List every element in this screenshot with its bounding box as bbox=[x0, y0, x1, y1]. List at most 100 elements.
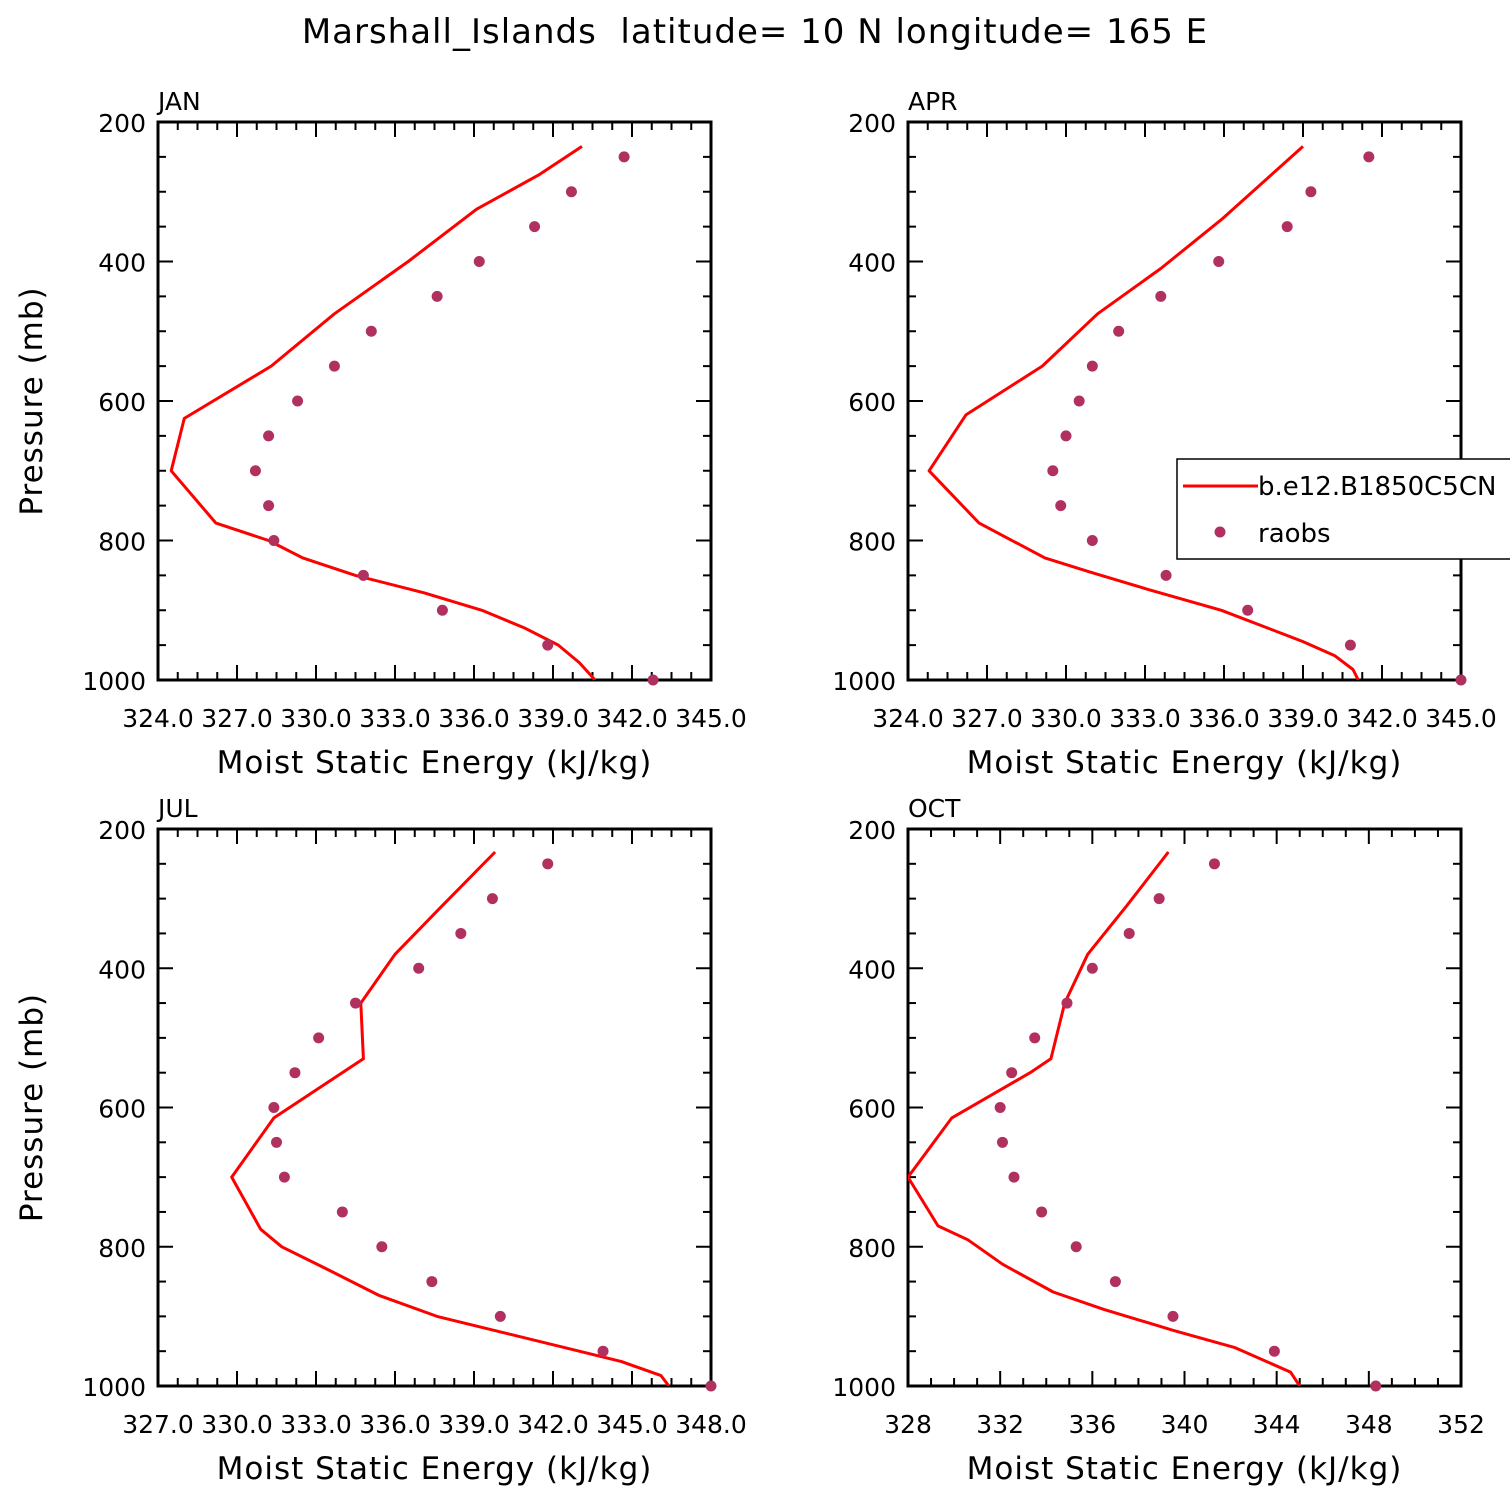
raobs-point bbox=[1155, 290, 1167, 302]
raobs-point bbox=[529, 221, 541, 233]
y-tick-label: 200 bbox=[848, 109, 896, 138]
raobs-point bbox=[1363, 151, 1375, 163]
x-tick-label: 352 bbox=[1437, 1410, 1485, 1439]
x-tick-label: 348.0 bbox=[675, 1410, 747, 1439]
series-group bbox=[169, 145, 597, 680]
plot-frame bbox=[906, 827, 1463, 1388]
x-tick-label: 333.0 bbox=[1109, 704, 1181, 733]
x-tick-label: 340 bbox=[1161, 1410, 1209, 1439]
x-tick-label: 345.0 bbox=[596, 1410, 668, 1439]
x-tick-label: 345.0 bbox=[675, 704, 747, 733]
x-tick-label: 327.0 bbox=[201, 704, 273, 733]
y-axis-title: Pressure (mb) bbox=[14, 286, 50, 515]
raobs-point bbox=[994, 1102, 1006, 1113]
raobs-point bbox=[1208, 858, 1220, 870]
y-tick-label: 400 bbox=[848, 955, 896, 984]
raobs-point bbox=[328, 360, 340, 372]
raobs-point bbox=[1160, 569, 1172, 581]
raobs-point bbox=[1370, 1380, 1382, 1392]
raobs-point bbox=[1455, 674, 1467, 686]
raobs-point bbox=[1086, 962, 1098, 974]
raobs-point bbox=[494, 1310, 506, 1322]
raobs-point bbox=[413, 962, 425, 974]
x-tick-label: 348 bbox=[1345, 1410, 1393, 1439]
raobs-point bbox=[565, 186, 577, 198]
raobs-point bbox=[996, 1136, 1008, 1148]
y-tick-label: 800 bbox=[848, 528, 896, 557]
x-axis-title: Moist Static Energy (kJ/kg) bbox=[217, 745, 653, 781]
y-tick-label: 600 bbox=[98, 1095, 146, 1124]
raobs-point bbox=[618, 151, 630, 163]
raobs-point bbox=[1167, 1310, 1179, 1322]
y-tick-label: 600 bbox=[98, 388, 146, 417]
raobs-point bbox=[1006, 1067, 1018, 1079]
raobs-point bbox=[1242, 604, 1254, 616]
x-tick-label: 342.0 bbox=[1346, 704, 1418, 733]
raobs-point bbox=[1123, 927, 1135, 939]
chart-panel-jul: 200 400 600 800 1000 327.0 330.0 333.0 336.0 339.… bbox=[14, 794, 747, 1487]
y-tick-label: 600 bbox=[848, 388, 896, 417]
y-axis-title: Pressure (mb) bbox=[14, 993, 50, 1222]
raobs-point bbox=[473, 256, 485, 267]
x-tick-label: 328 bbox=[884, 1410, 932, 1439]
x-tick-label: 330.0 bbox=[1030, 704, 1102, 733]
y-tick-label: 1000 bbox=[832, 667, 896, 696]
chart-panel-apr: 200 400 600 800 1000 324.0 327.0 330.0 333.0 336.… bbox=[832, 87, 1496, 781]
legend-obs-label: raobs bbox=[1258, 519, 1331, 549]
y-tick-label: 1000 bbox=[82, 1373, 146, 1402]
y-tick-label: 400 bbox=[848, 249, 896, 278]
x-axis-title: Moist Static Energy (kJ/kg) bbox=[217, 1451, 653, 1487]
legend-obs-swatch bbox=[1214, 526, 1226, 538]
model-line bbox=[927, 145, 1360, 680]
raobs-point bbox=[542, 639, 554, 651]
raobs-point bbox=[1113, 325, 1125, 337]
x-tick-label: 339.0 bbox=[517, 704, 589, 733]
y-tick-label: 200 bbox=[98, 109, 146, 138]
y-tick-label: 400 bbox=[98, 249, 146, 278]
raobs-point bbox=[1060, 430, 1072, 442]
raobs-point bbox=[365, 325, 377, 337]
x-tick-label: 333.0 bbox=[359, 704, 431, 733]
y-tick-label: 400 bbox=[98, 955, 146, 984]
panel-label: OCT bbox=[908, 794, 961, 823]
x-tick-label: 336.0 bbox=[1188, 704, 1260, 733]
raobs-point bbox=[249, 465, 261, 477]
x-tick-label: 333.0 bbox=[280, 1410, 352, 1439]
model-line bbox=[230, 850, 671, 1386]
raobs-point bbox=[1008, 1171, 1020, 1183]
raobs-point bbox=[705, 1380, 717, 1392]
raobs-point bbox=[1268, 1345, 1280, 1357]
x-tick-label: 327.0 bbox=[951, 704, 1023, 733]
raobs-point bbox=[268, 1102, 280, 1113]
raobs-point bbox=[1153, 893, 1165, 905]
y-tick-label: 800 bbox=[98, 1234, 146, 1263]
x-tick-label: 336.0 bbox=[359, 1410, 431, 1439]
raobs-point bbox=[1086, 535, 1098, 546]
panel-label: JAN bbox=[156, 87, 201, 116]
raobs-point bbox=[426, 1276, 438, 1288]
raobs-point bbox=[1344, 639, 1356, 651]
raobs-point bbox=[1086, 360, 1098, 372]
raobs-point bbox=[1073, 395, 1085, 407]
x-axis-title: Moist Static Energy (kJ/kg) bbox=[967, 745, 1403, 781]
raobs-point bbox=[486, 893, 498, 905]
series-group bbox=[927, 145, 1360, 680]
raobs-point bbox=[1109, 1276, 1121, 1288]
x-tick-label: 336 bbox=[1068, 1410, 1116, 1439]
y-tick-label: 800 bbox=[848, 1234, 896, 1263]
y-tick-label: 800 bbox=[98, 528, 146, 557]
raobs-point bbox=[263, 430, 275, 442]
x-tick-label: 332 bbox=[976, 1410, 1024, 1439]
raobs-point bbox=[292, 395, 304, 407]
legend-box bbox=[1176, 458, 1510, 560]
y-tick-label: 600 bbox=[848, 1095, 896, 1124]
legend: b.e12.B1850C5CN raobs bbox=[1176, 458, 1510, 560]
y-tick-label: 200 bbox=[848, 816, 896, 845]
raobs-point bbox=[1055, 500, 1067, 512]
y-tick-label: 1000 bbox=[82, 667, 146, 696]
chart-panel-jan: 200 400 600 800 1000 324.0 327.0 330.0 333.0 336.… bbox=[14, 87, 747, 781]
x-axis-title: Moist Static Energy (kJ/kg) bbox=[967, 1451, 1403, 1487]
raobs-point bbox=[647, 674, 659, 686]
x-tick-label: 339.0 bbox=[1267, 704, 1339, 733]
